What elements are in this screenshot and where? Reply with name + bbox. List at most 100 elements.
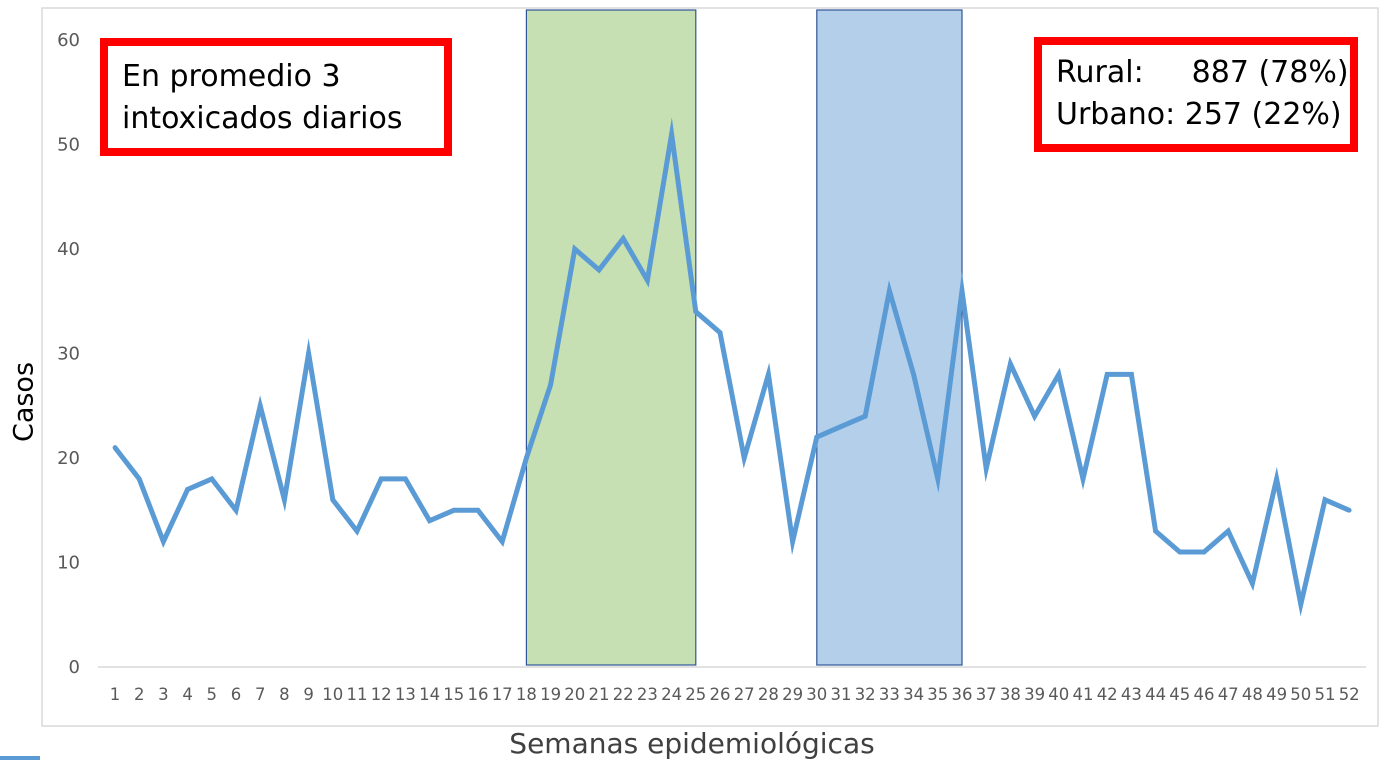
data-point <box>403 476 408 482</box>
x-tick-label: 44 <box>1145 685 1166 704</box>
data-point <box>1274 476 1279 482</box>
x-tick-label: 34 <box>903 685 924 704</box>
x-tick-label: 21 <box>589 685 610 704</box>
data-point <box>1322 497 1328 503</box>
data-point <box>935 476 941 482</box>
y-tick-label: 0 <box>69 657 80 678</box>
data-point <box>136 476 142 482</box>
x-tick-label: 30 <box>806 685 827 704</box>
x-tick-label: 28 <box>758 685 779 704</box>
x-tick-label: 22 <box>613 685 634 704</box>
x-axis-ticks: 1 2 3 4 5 6 7 8 9 10 11 12 13 14 15 16 17 18 19 20 21 22 23 24 2… <box>110 685 1360 704</box>
data-point <box>645 277 650 283</box>
data-point <box>717 330 723 335</box>
rural-row: Rural: 887 (78%) <box>1056 52 1350 94</box>
data-point <box>838 424 844 430</box>
rural-urban-annotation-box: Rural: 887 (78%) Urbano: 257 (22%) <box>1034 37 1358 152</box>
rural-value: 887 (78%) <box>1191 55 1349 90</box>
data-point <box>741 455 747 461</box>
y-tick-label: 60 <box>57 30 80 51</box>
x-tick-label: 48 <box>1242 685 1263 704</box>
urban-row: Urbano: 257 (22%) <box>1056 94 1350 136</box>
highlight-bands <box>525 9 963 666</box>
average-annotation-box: En promedio 3 intoxicados diarios <box>100 38 452 156</box>
data-point <box>911 372 916 377</box>
x-tick-label: 8 <box>279 685 290 704</box>
x-tick-label: 49 <box>1266 685 1287 704</box>
x-tick-label: 29 <box>782 685 803 704</box>
highlight-band-1 <box>525 9 697 666</box>
data-point <box>257 403 263 409</box>
x-tick-label: 26 <box>710 685 731 704</box>
x-tick-label: 12 <box>371 685 392 704</box>
data-point <box>1346 507 1352 513</box>
x-tick-label: 3 <box>158 685 169 704</box>
x-tick-label: 39 <box>1024 685 1045 704</box>
x-tick-label: 50 <box>1290 685 1311 704</box>
x-tick-label: 10 <box>322 685 343 704</box>
legend-swatch <box>0 756 40 760</box>
x-tick-label: 31 <box>831 685 852 704</box>
x-tick-label: 15 <box>443 685 464 704</box>
series-group <box>112 117 1352 617</box>
data-point <box>475 507 481 513</box>
y-axis-ticks: 0 10 20 30 40 50 60 <box>57 30 80 678</box>
x-tick-label: 7 <box>255 685 266 704</box>
data-point <box>766 372 771 377</box>
y-tick-label: 30 <box>57 344 80 365</box>
data-point <box>112 445 118 450</box>
data-point <box>524 455 529 461</box>
data-point <box>862 413 868 419</box>
data-point <box>233 507 239 513</box>
x-tick-label: 14 <box>419 685 440 704</box>
x-tick-label: 2 <box>134 685 145 704</box>
data-point <box>209 476 215 482</box>
data-point <box>1032 413 1037 419</box>
x-tick-label: 42 <box>1097 685 1118 704</box>
data-point <box>548 382 553 388</box>
data-point <box>354 528 360 534</box>
y-axis-label: Casos <box>8 361 40 443</box>
x-tick-label: 20 <box>564 685 585 704</box>
x-tick-label: 33 <box>879 685 900 704</box>
x-tick-label: 32 <box>855 685 876 704</box>
data-point <box>1250 581 1255 586</box>
data-point <box>1129 372 1134 377</box>
data-point <box>1056 372 1062 377</box>
x-tick-label: 35 <box>927 685 948 704</box>
x-tick-label: 1 <box>110 685 121 704</box>
urban-value: 257 (22%) <box>1184 97 1342 132</box>
plot-frame <box>41 7 1379 727</box>
data-point <box>814 434 820 440</box>
data-point <box>282 497 287 503</box>
x-tick-label: 4 <box>182 685 193 704</box>
data-point <box>451 507 457 513</box>
data-point <box>887 288 892 294</box>
x-tick-label: 38 <box>1000 685 1021 704</box>
data-point <box>959 288 965 294</box>
data-point <box>596 267 602 273</box>
data-point <box>378 476 384 482</box>
x-tick-label: 36 <box>952 685 973 704</box>
data-point <box>1080 476 1086 482</box>
x-tick-label: 6 <box>231 685 242 704</box>
y-tick-label: 50 <box>57 135 80 156</box>
x-tick-label: 18 <box>516 685 537 704</box>
x-tick-label: 47 <box>1218 685 1239 704</box>
data-point <box>330 497 336 503</box>
y-tick-label: 20 <box>57 448 80 469</box>
x-tick-label: 37 <box>976 685 997 704</box>
data-point <box>693 309 699 315</box>
x-tick-label: 40 <box>1048 685 1069 704</box>
x-tick-label: 41 <box>1073 685 1094 704</box>
x-tick-label: 11 <box>347 685 368 704</box>
x-tick-label: 51 <box>1315 685 1336 704</box>
average-annotation-line-1: En promedio 3 <box>122 59 341 94</box>
data-point <box>1225 528 1231 534</box>
data-point <box>427 518 432 524</box>
x-tick-label: 25 <box>685 685 706 704</box>
y-tick-label: 40 <box>57 239 80 260</box>
data-point <box>572 246 578 252</box>
x-tick-label: 16 <box>468 685 489 704</box>
